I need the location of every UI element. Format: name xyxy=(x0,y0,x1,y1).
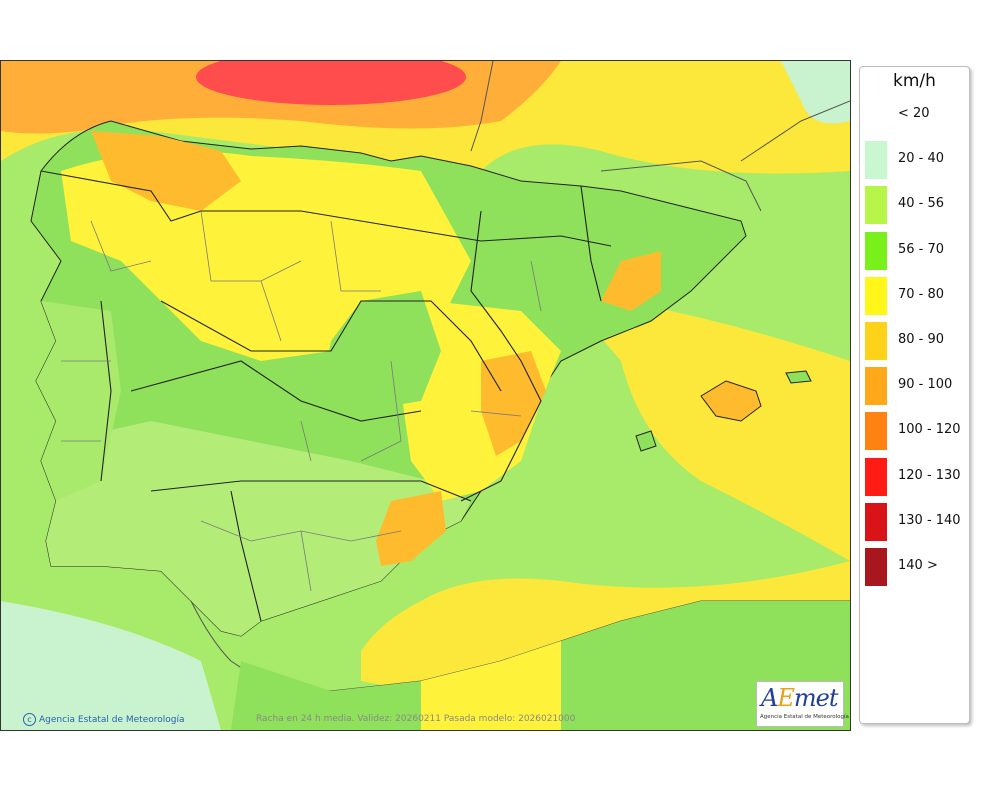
aemet-logo-subtitle: Agencia Estatal de Meteorología xyxy=(760,714,849,720)
france-coast xyxy=(470,61,850,212)
legend-swatch xyxy=(865,502,887,541)
legend-label: 20 - 40 xyxy=(898,151,945,167)
legend-label: < 20 xyxy=(898,106,930,121)
map-caption: Racha en 24 h media. Validez: 20260211 P… xyxy=(256,714,576,724)
legend-label: 120 - 130 xyxy=(898,467,961,483)
map-canvas xyxy=(1,61,850,730)
legend-item: 120 - 130 xyxy=(864,456,968,496)
legend-label: 40 - 56 xyxy=(898,196,945,212)
legend-item: 56 - 70 xyxy=(864,230,968,270)
balearic-ibiza xyxy=(635,430,657,452)
legend-item: 130 - 140 xyxy=(864,501,968,541)
africa-yellow xyxy=(421,641,561,730)
region-borders xyxy=(40,170,612,622)
land-orange-catalonia xyxy=(601,251,661,311)
sea-gust-max-red xyxy=(196,61,466,105)
land-green-center xyxy=(321,291,441,411)
legend-item: 90 - 100 xyxy=(864,365,968,406)
sea-light-southwest xyxy=(1,601,221,730)
land-green-ebro xyxy=(471,191,621,301)
land-orange-betic xyxy=(376,491,446,566)
legend-panel: km/h < 20 20 - 40 40 - 56 56 - 70 70 - 80 80 … xyxy=(859,66,970,724)
legend-swatch xyxy=(865,186,887,225)
legend-swatch xyxy=(865,231,887,270)
legend-swatch xyxy=(865,457,887,496)
land-light-portugal xyxy=(36,301,121,501)
aemet-logo-mark: AEmet xyxy=(761,684,838,712)
legend-unit: km/h xyxy=(893,71,936,91)
province-borders xyxy=(61,210,542,592)
land-orange-cantabrian xyxy=(91,131,241,211)
legend-label: 56 - 70 xyxy=(898,241,945,257)
legend-swatch xyxy=(865,548,887,586)
legend-item: 20 - 40 xyxy=(864,139,968,180)
africa-coast xyxy=(190,600,850,692)
land-orange-iberico xyxy=(481,351,546,456)
legend-swatch xyxy=(865,412,887,451)
legend-item: 80 - 90 xyxy=(864,320,968,360)
legend-item: 140 > xyxy=(864,546,968,586)
aemet-logo: AEmet Agencia Estatal de Meteorología xyxy=(756,681,849,727)
legend-swatch xyxy=(865,141,887,180)
legend-item: < 20 xyxy=(864,94,968,134)
legend-label: 100 - 120 xyxy=(898,422,961,438)
credit-label: Agencia Estatal de Meteorología xyxy=(39,715,185,725)
legend-label: 140 > xyxy=(898,558,938,573)
copyright-icon: c xyxy=(23,713,36,726)
balearic-mallorca xyxy=(700,380,762,422)
credit-text: c Agencia Estatal de Meteorología xyxy=(23,713,185,726)
legend-label: 80 - 90 xyxy=(898,332,945,347)
legend-swatch xyxy=(865,96,887,134)
legend-swatch xyxy=(865,276,887,315)
balearic-menorca xyxy=(785,370,812,384)
wind-gust-map: c Agencia Estatal de Meteorología Racha e… xyxy=(0,60,851,731)
legend-item: 100 - 120 xyxy=(864,410,968,451)
legend-swatch xyxy=(865,322,887,360)
legend-swatch xyxy=(865,367,887,406)
legend-label: 130 - 140 xyxy=(898,512,961,528)
legend-label: 90 - 100 xyxy=(898,377,953,393)
legend-label: 70 - 80 xyxy=(898,286,945,302)
legend-item: 40 - 56 xyxy=(864,184,968,225)
legend-item: 70 - 80 xyxy=(864,275,968,315)
land-light-south xyxy=(46,421,471,636)
